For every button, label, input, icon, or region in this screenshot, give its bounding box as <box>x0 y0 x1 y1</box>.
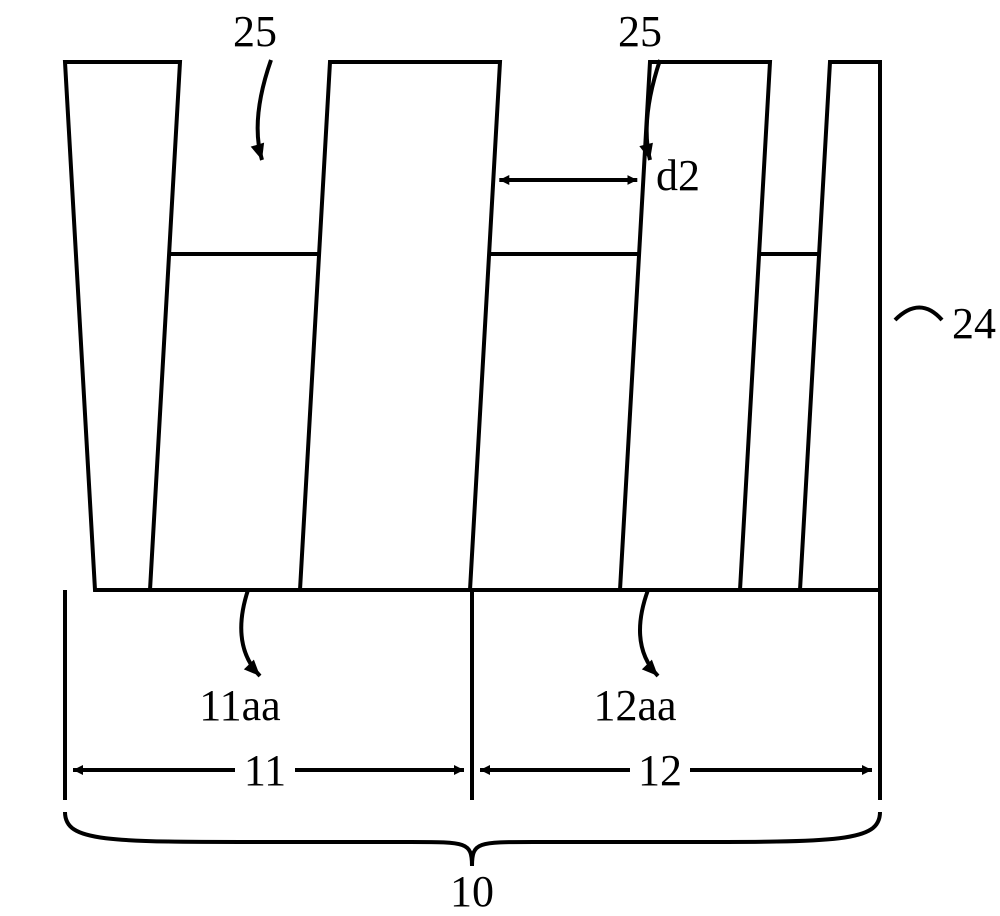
label-bottom_left_11aa: 11aa <box>199 681 280 730</box>
technical-diagram: 25 25 d2 24 11aa 12aa 11 12 10 <box>0 0 1000 916</box>
label-top_right_25: 25 <box>618 7 662 56</box>
leader-24 <box>895 308 942 321</box>
label-top_left_25: 25 <box>233 7 277 56</box>
label-d2: d2 <box>656 151 700 200</box>
label-bottom_right_12aa: 12aa <box>593 681 676 730</box>
pillar <box>300 62 500 590</box>
label-dim_11: 11 <box>244 746 286 795</box>
label-bottom_10: 10 <box>450 867 494 916</box>
leader-25-left-arrowhead <box>251 143 264 160</box>
label-dim_12: 12 <box>638 746 682 795</box>
label-right_24: 24 <box>952 299 996 348</box>
leader-11aa-arrowhead <box>244 660 260 676</box>
pillar <box>800 62 880 590</box>
leader-12aa-arrowhead <box>642 660 658 676</box>
pillar <box>65 62 180 590</box>
brace-10 <box>65 812 880 866</box>
pillar <box>620 62 770 590</box>
